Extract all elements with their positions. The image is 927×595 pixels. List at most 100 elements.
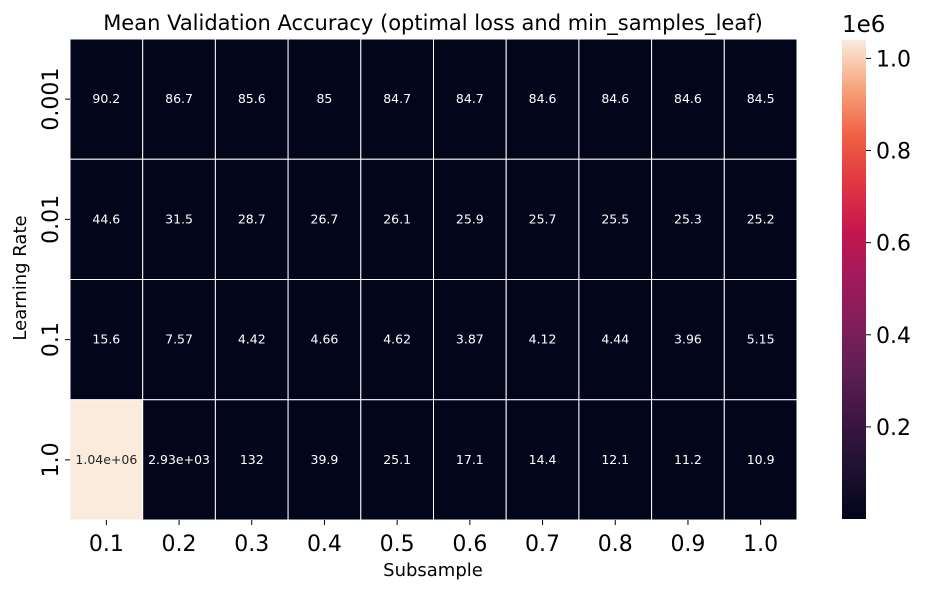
heatmap-cell [651,279,725,401]
colorbar [842,40,866,519]
colorbar-scale-label: 1e6 [842,12,885,38]
cell-value-label: 84.6 [529,91,557,106]
heatmap-cell [142,279,216,401]
cell-value-label: 84.6 [674,91,702,106]
colorbar-tick-label: 0.2 [876,416,911,441]
cell-value-label: 85 [316,91,332,106]
x-tick-label: 0.8 [598,532,633,557]
cell-value-label: 25.1 [383,452,411,467]
heatmap-cell [142,158,216,280]
cell-value-label: 25.5 [601,211,629,226]
cell-value-label: 25.9 [456,211,484,226]
cell-value-label: 84.7 [456,91,484,106]
cell-value-label: 2.93e+03 [148,452,210,467]
x-tick-label: 0.3 [234,532,269,557]
cell-value-label: 90.2 [92,91,120,106]
cell-value-label: 4.66 [311,332,339,347]
heatmap-cell [287,158,362,280]
cell-value-label: 26.1 [383,211,411,226]
cell-value-label: 26.7 [311,211,339,226]
cell-value-label: 3.87 [456,332,484,347]
cell-value-label: 84.7 [383,91,411,106]
heatmap-cell [69,399,144,521]
x-tick-label: 0.9 [670,532,705,557]
heatmap-cell [360,279,434,401]
cell-value-label: 14.4 [529,452,557,467]
heatmap-cell [578,38,653,160]
heatmap-cells [69,38,798,521]
heatmap-cell [360,38,434,160]
cell-value-label: 15.6 [92,332,120,347]
heatmap-cell [360,158,434,280]
x-tick-label: 1.0 [743,532,778,557]
heatmap-cell [505,279,580,401]
cell-value-label: 7.57 [165,332,193,347]
cell-value-label: 17.1 [456,452,484,467]
cell-value-label: 11.2 [674,452,702,467]
heatmap-cell [505,158,580,280]
y-axis-label: Learning Rate [10,215,31,340]
heatmap-cell-labels: 90.2 86.7 85.6 85 84.7 84.7 84.6 84.6 84.6 84.5 44… [75,91,774,467]
cell-value-label: 5.15 [747,332,775,347]
cell-value-label: 4.44 [601,332,629,347]
x-tick-label: 0.2 [162,532,197,557]
cell-value-label: 85.6 [238,91,266,106]
heatmap-cell [69,38,144,160]
cell-value-label: 84.5 [747,91,775,106]
cell-value-label: 31.5 [165,211,193,226]
chart-title: Mean Validation Accuracy (optimal loss a… [103,11,763,36]
cell-value-label: 4.62 [383,332,411,347]
heatmap-cell [651,158,725,280]
heatmap-cell [578,399,653,521]
cell-value-label: 44.6 [92,211,120,226]
heatmap-cell [360,399,434,521]
cell-value-label: 4.12 [529,332,557,347]
cell-value-label: 25.2 [747,211,775,226]
cell-value-label: 86.7 [165,91,193,106]
cell-value-label: 25.7 [529,211,557,226]
x-tick-label: 0.1 [89,532,124,557]
x-tick-label: 0.7 [525,532,560,557]
heatmap-cell [433,158,507,280]
colorbar-tick-label: 0.8 [876,140,911,165]
heatmap-cell [578,158,653,280]
heatmap-cell [69,279,144,401]
colorbar-tick-label: 1.0 [876,47,911,72]
y-tick-label: 0.1 [39,322,64,357]
x-tick-label: 0.4 [307,532,342,557]
cell-value-label: 1.04e+06 [75,452,137,467]
heatmap-cell [287,38,362,160]
heatmap-cell [433,399,507,521]
cell-value-label: 4.42 [238,332,266,347]
x-axis: 0.1 0.2 0.3 0.4 0.5 0.6 0.7 0.8 0.9 1.0 [89,520,778,557]
y-axis: 0.001 0.01 0.1 1.0 [39,68,70,477]
colorbar-tick-label: 0.6 [876,232,911,257]
heatmap-cell [578,279,653,401]
heatmap-cell [723,38,798,160]
x-axis-label: Subsample [383,560,483,581]
y-tick-label: 1.0 [39,442,64,477]
heatmap-cell [214,279,289,401]
y-tick-label: 0.01 [39,195,64,244]
heatmap-cell [505,399,580,521]
cell-value-label: 25.3 [674,211,702,226]
heatmap-cell [651,399,725,521]
heatmap-cell [723,158,798,280]
y-tick-label: 0.001 [39,68,64,131]
colorbar-tick-label: 0.4 [876,324,911,349]
cell-value-label: 28.7 [238,211,266,226]
heatmap-cell [433,38,507,160]
heatmap-cell [723,399,798,521]
cell-value-label: 84.6 [601,91,629,106]
x-tick-label: 0.6 [452,532,487,557]
heatmap-cell [723,279,798,401]
cell-value-label: 3.96 [674,332,702,347]
heatmap-cell [214,38,289,160]
x-tick-label: 0.5 [380,532,415,557]
colorbar-ticks: 0.2 0.4 0.6 0.8 1.0 [866,47,911,441]
cell-value-label: 10.9 [747,452,775,467]
cell-value-label: 12.1 [601,452,629,467]
heatmap-cell [214,158,289,280]
cell-value-label: 39.9 [311,452,339,467]
